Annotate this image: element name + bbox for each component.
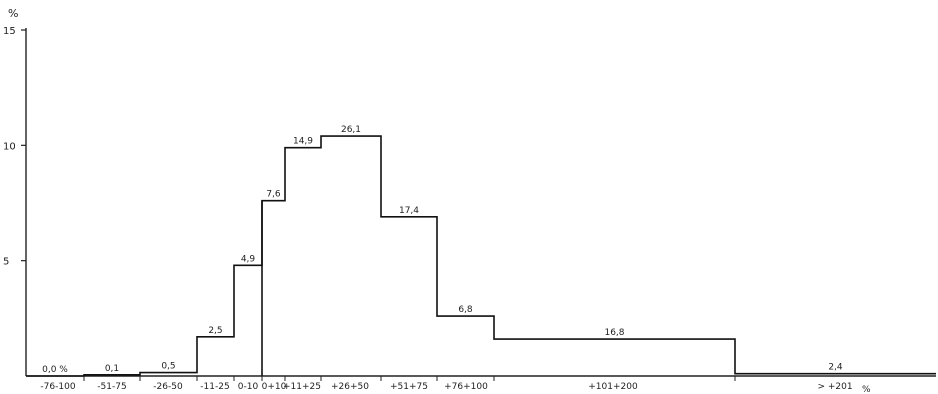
bar-3 xyxy=(197,337,234,376)
data-label: 7,6 xyxy=(266,190,281,200)
x-tick-label: +51+75 xyxy=(390,382,428,392)
x-tick-label: +11+25 xyxy=(283,382,321,392)
bar-1 xyxy=(84,375,140,376)
y-tick-label: 15 xyxy=(3,26,16,37)
data-label: 0,1 xyxy=(105,364,119,374)
y-tick-label: 10 xyxy=(3,141,16,152)
data-label: 4,9 xyxy=(241,254,256,264)
data-label: 0,0 % xyxy=(42,365,68,375)
x-tick-label: -11-25 xyxy=(200,382,229,392)
y-axis-unit-label: % xyxy=(8,7,18,20)
data-label: 26,1 xyxy=(341,125,361,135)
bar-9 xyxy=(437,316,494,376)
x-tick-label: +26+50 xyxy=(331,382,369,392)
x-tick-label: -26-50 xyxy=(153,382,183,392)
x-tick-label: +101+200 xyxy=(588,382,638,392)
bar-8 xyxy=(381,217,437,376)
x-tick-label: +76+100 xyxy=(444,382,488,392)
axes: % % xyxy=(8,7,936,394)
data-label: 2,5 xyxy=(208,326,222,336)
bar-7 xyxy=(321,136,381,376)
bar-5 xyxy=(262,201,285,376)
data-label: 16,8 xyxy=(604,328,624,338)
bar-6 xyxy=(285,148,321,376)
data-label: 0,5 xyxy=(161,362,175,372)
data-label: 14,9 xyxy=(293,137,313,147)
y-tick-label: 5 xyxy=(3,257,9,268)
y-ticks: 5 10 15 xyxy=(3,26,26,268)
x-tick-label: -51-75 xyxy=(97,382,126,392)
bins: 0,0 % -76-100 0,1 -51-75 0,5 -26-50 2,5 -11-25 4… xyxy=(26,125,936,392)
x-tick-label: > +201 xyxy=(817,382,852,392)
x-tick-label: -76-100 xyxy=(40,382,75,392)
x-axis-unit-label: % xyxy=(862,385,871,394)
x-tick-label: 0-10 xyxy=(238,382,259,392)
bar-11 xyxy=(735,374,936,376)
data-label: 6,8 xyxy=(458,305,473,315)
bar-4 xyxy=(234,265,262,376)
data-label: 2,4 xyxy=(828,363,843,373)
bar-2 xyxy=(140,373,197,376)
bar-10 xyxy=(494,339,735,376)
data-label: 17,4 xyxy=(399,206,419,216)
x-tick-label: 0+10 xyxy=(262,382,287,392)
step-outline xyxy=(26,135,936,377)
